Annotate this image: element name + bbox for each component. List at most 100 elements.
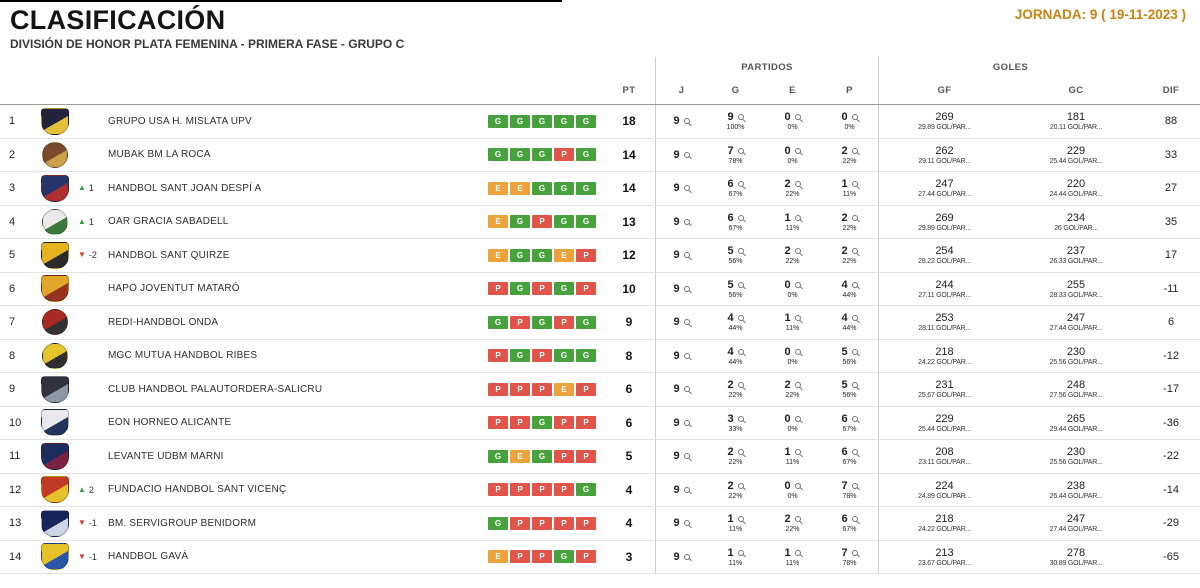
magnifier-icon[interactable]	[737, 114, 744, 121]
team-name[interactable]: BM. SERVIGROUP BENIDORM	[108, 517, 257, 529]
magnifier-icon[interactable]	[683, 185, 690, 192]
wins-cell[interactable]: 4 44%	[707, 340, 764, 373]
magnifier-icon[interactable]	[851, 248, 858, 255]
losses-cell[interactable]: 6 67%	[821, 440, 878, 473]
magnifier-icon[interactable]	[794, 114, 801, 121]
magnifier-icon[interactable]	[737, 281, 744, 288]
played-cell[interactable]: 9	[655, 339, 707, 372]
magnifier-icon[interactable]	[794, 449, 801, 456]
team-name[interactable]: CLUB HANDBOL PALAUTORDERA-SALICRU	[108, 383, 323, 395]
magnifier-icon[interactable]	[851, 114, 858, 121]
losses-cell[interactable]: 4 44%	[821, 273, 878, 306]
played-cell[interactable]: 9	[655, 172, 707, 205]
draws-cell[interactable]: 1 11%	[764, 206, 821, 239]
col-header-pt[interactable]: PT	[622, 85, 636, 96]
played-cell[interactable]: 9	[655, 473, 707, 506]
played-cell[interactable]: 9	[655, 205, 707, 238]
wins-cell[interactable]: 9 100%	[707, 105, 764, 138]
magnifier-icon[interactable]	[683, 419, 690, 426]
col-header-p[interactable]: P	[846, 85, 853, 96]
wins-cell[interactable]: 6 67%	[707, 206, 764, 239]
wins-cell[interactable]: 7 78%	[707, 139, 764, 172]
team-name[interactable]: LEVANTE UDBM MARNI	[108, 450, 224, 462]
played-cell[interactable]: 9	[655, 507, 707, 540]
losses-cell[interactable]: 0 0%	[821, 105, 878, 138]
col-header-g[interactable]: G	[731, 85, 740, 96]
team-name[interactable]: FUNDACIO HANDBOL SANT VICENÇ	[108, 484, 287, 496]
played-cell[interactable]: 9	[655, 406, 707, 439]
draws-cell[interactable]: 0 0%	[764, 139, 821, 172]
col-header-dif[interactable]: DIF	[1162, 85, 1180, 96]
losses-cell[interactable]: 5 56%	[821, 373, 878, 406]
draws-cell[interactable]: 2 22%	[764, 373, 821, 406]
magnifier-icon[interactable]	[737, 449, 744, 456]
magnifier-icon[interactable]	[851, 147, 858, 154]
losses-cell[interactable]: 6 67%	[821, 407, 878, 440]
magnifier-icon[interactable]	[683, 486, 690, 493]
losses-cell[interactable]: 2 22%	[821, 206, 878, 239]
played-cell[interactable]: 9	[655, 306, 707, 339]
losses-cell[interactable]: 2 22%	[821, 239, 878, 272]
draws-cell[interactable]: 2 22%	[764, 239, 821, 272]
magnifier-icon[interactable]	[794, 181, 801, 188]
magnifier-icon[interactable]	[683, 118, 690, 125]
magnifier-icon[interactable]	[737, 181, 744, 188]
losses-cell[interactable]: 5 56%	[821, 340, 878, 373]
wins-cell[interactable]: 2 22%	[707, 373, 764, 406]
magnifier-icon[interactable]	[851, 315, 858, 322]
draws-cell[interactable]: 0 0%	[764, 407, 821, 440]
magnifier-icon[interactable]	[683, 252, 690, 259]
magnifier-icon[interactable]	[794, 482, 801, 489]
losses-cell[interactable]: 6 67%	[821, 507, 878, 540]
magnifier-icon[interactable]	[737, 482, 744, 489]
magnifier-icon[interactable]	[851, 449, 858, 456]
magnifier-icon[interactable]	[794, 214, 801, 221]
magnifier-icon[interactable]	[794, 147, 801, 154]
played-cell[interactable]: 9	[655, 272, 707, 305]
magnifier-icon[interactable]	[683, 151, 690, 158]
wins-cell[interactable]: 2 22%	[707, 474, 764, 507]
wins-cell[interactable]: 5 56%	[707, 239, 764, 272]
draws-cell[interactable]: 0 0%	[764, 105, 821, 138]
team-name[interactable]: OAR GRACIA SABADELL	[108, 216, 229, 228]
col-header-gc[interactable]: GC	[1068, 85, 1084, 96]
wins-cell[interactable]: 4 44%	[707, 306, 764, 339]
magnifier-icon[interactable]	[794, 315, 801, 322]
magnifier-icon[interactable]	[851, 549, 858, 556]
magnifier-icon[interactable]	[683, 352, 690, 359]
wins-cell[interactable]: 1 11%	[707, 507, 764, 540]
draws-cell[interactable]: 0 0%	[764, 273, 821, 306]
magnifier-icon[interactable]	[683, 319, 690, 326]
team-name[interactable]: REDI-HANDBOL ONDA	[108, 316, 219, 328]
magnifier-icon[interactable]	[737, 348, 744, 355]
magnifier-icon[interactable]	[737, 214, 744, 221]
draws-cell[interactable]: 0 0%	[764, 474, 821, 507]
played-cell[interactable]: 9	[655, 440, 707, 473]
magnifier-icon[interactable]	[794, 348, 801, 355]
magnifier-icon[interactable]	[683, 520, 690, 527]
magnifier-icon[interactable]	[683, 218, 690, 225]
magnifier-icon[interactable]	[794, 281, 801, 288]
magnifier-icon[interactable]	[851, 181, 858, 188]
losses-cell[interactable]: 7 78%	[821, 474, 878, 507]
magnifier-icon[interactable]	[851, 482, 858, 489]
magnifier-icon[interactable]	[737, 516, 744, 523]
team-name[interactable]: HAPO JOVENTUT MATARÓ	[108, 283, 240, 295]
team-name[interactable]: GRUPO USA H. MISLATA UPV	[108, 115, 252, 127]
magnifier-icon[interactable]	[683, 386, 690, 393]
draws-cell[interactable]: 0 0%	[764, 340, 821, 373]
magnifier-icon[interactable]	[737, 248, 744, 255]
draws-cell[interactable]: 2 22%	[764, 172, 821, 205]
magnifier-icon[interactable]	[851, 415, 858, 422]
team-name[interactable]: HANDBOL SANT QUIRZE	[108, 249, 230, 261]
magnifier-icon[interactable]	[851, 348, 858, 355]
losses-cell[interactable]: 7 78%	[821, 541, 878, 574]
magnifier-icon[interactable]	[737, 382, 744, 389]
played-cell[interactable]: 9	[655, 138, 707, 171]
magnifier-icon[interactable]	[794, 549, 801, 556]
draws-cell[interactable]: 2 22%	[764, 507, 821, 540]
magnifier-icon[interactable]	[737, 147, 744, 154]
magnifier-icon[interactable]	[851, 516, 858, 523]
draws-cell[interactable]: 1 11%	[764, 306, 821, 339]
magnifier-icon[interactable]	[794, 382, 801, 389]
